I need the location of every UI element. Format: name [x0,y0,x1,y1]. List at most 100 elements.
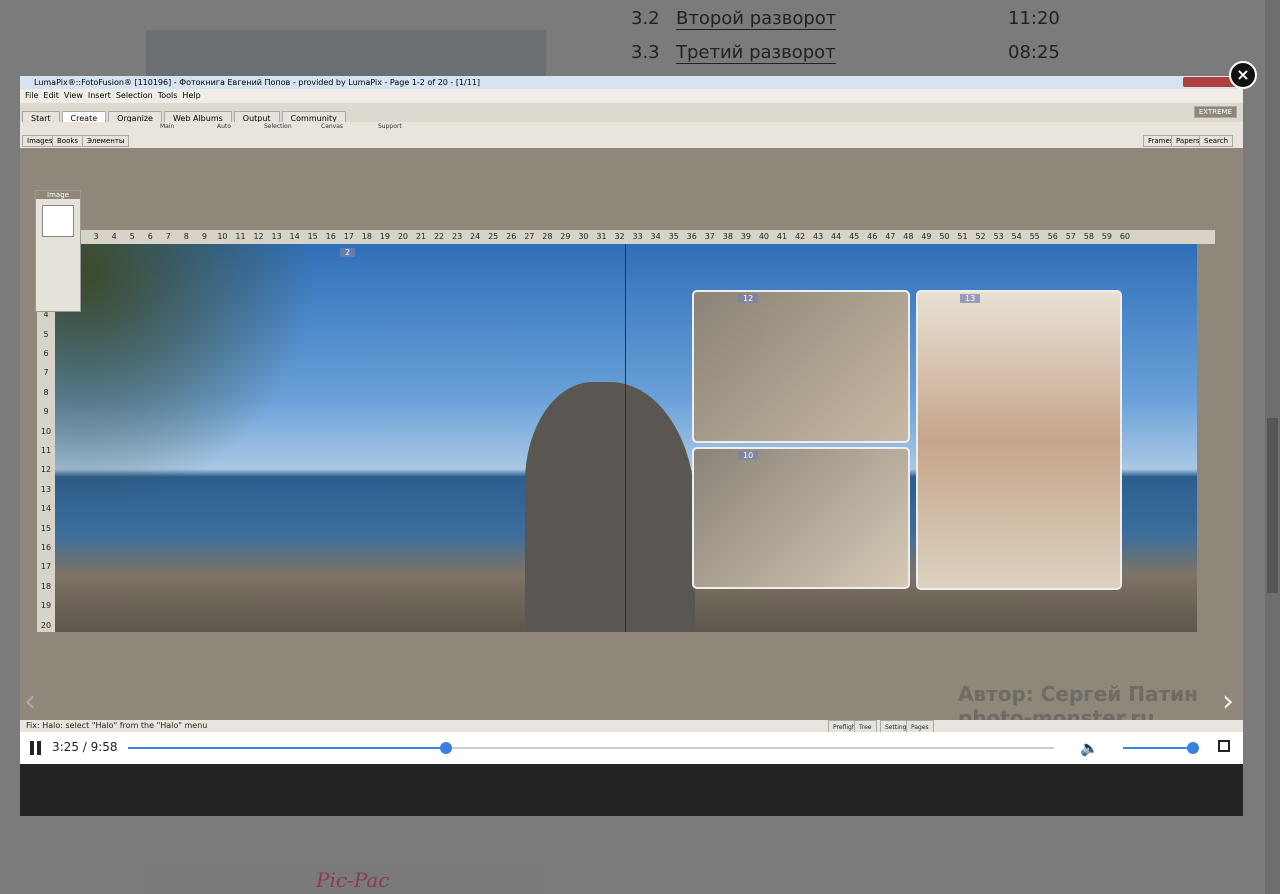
window-title: LumaPix®::FotoFusion® [110196] - Фотокни… [34,78,481,87]
ruler-label: 8 [43,387,49,397]
lesson-title[interactable]: Третий разворот [676,42,836,64]
subtab[interactable]: Books [52,135,84,147]
prev-arrow[interactable]: ‹ [24,684,36,719]
tool-group: Auto [217,123,231,130]
ruler-label: 29 [560,232,571,241]
lightbox: LumaPix®::FotoFusion® [110196] - Фотокни… [20,76,1243,816]
tab-bar: Start Create Organize Web Albums Output Commu… [20,103,1243,126]
frame-label: 12 [738,294,759,303]
ruler-label: 16 [325,232,336,241]
lesson-number: 3.2 [631,8,660,29]
ruler-label: 24 [470,232,481,241]
lesson-title[interactable]: Второй разворот [676,8,837,30]
right-tab[interactable]: Search [1199,135,1234,147]
menu-item[interactable]: Edit [43,91,59,100]
logo: Pic-Pac [316,868,390,892]
ruler-label: 19 [379,232,390,241]
ruler-label: 11 [40,446,52,455]
ruler-label: 56 [1047,232,1058,241]
palm [55,244,355,544]
photo-frame [692,290,910,443]
ruler-label: 10 [40,426,52,436]
progress-track[interactable] [128,742,1054,754]
ruler-label: 30 [578,232,589,241]
ruler-label: 47 [885,232,896,241]
image-panel: Image [35,190,81,312]
ruler-label: 37 [704,232,715,241]
ruler-label: 45 [849,232,860,241]
photo-frame [692,447,910,589]
subtab[interactable]: Элементы [82,135,130,147]
ruler-label: 9 [201,232,207,241]
ruler-label: 35 [668,232,679,241]
frame-label: 13 [960,294,981,303]
ruler-label: 4 [43,310,49,320]
pause-button[interactable] [30,741,34,755]
ruler-label: 6 [43,349,49,358]
lesson-duration: 08:25 [1008,42,1060,63]
volume-button[interactable]: 🔈 [1080,739,1099,757]
ruler-label: 12 [253,232,264,241]
toolbar: Images Books Элементы Main Auto Selection Canv… [20,122,1243,148]
ruler-label: 50 [939,232,950,241]
ruler-label: 38 [722,232,733,241]
menu-item[interactable]: Help [182,91,201,100]
volume-slider[interactable] [1123,742,1199,754]
ruler-label: 52 [975,232,986,241]
menu-item[interactable]: Tools [157,91,178,100]
ruler-label: 4 [111,232,117,241]
ruler-label: 15 [40,523,52,533]
ruler-label: 6 [147,232,153,241]
menu-item[interactable]: Insert [87,91,111,100]
status-bar: Fix: Halo: select "Halo" from the "Halo"… [20,720,1243,736]
ruler-label: 39 [740,232,751,241]
tool-group: Support [378,123,402,130]
menu-item[interactable]: Selection [115,91,153,100]
tool-group: Canvas [321,123,344,130]
rock [525,382,695,632]
scrollbar[interactable] [1265,0,1280,894]
menu-item[interactable]: File [25,91,39,100]
ruler-label: 34 [650,232,661,241]
ruler-label: 59 [1101,232,1112,241]
ruler-label: 20 [397,232,409,241]
ruler-label: 25 [488,232,499,241]
ruler-label: 22 [433,232,445,241]
ruler-label: 14 [289,232,300,241]
ruler-label: 18 [361,232,372,241]
ruler-label: 53 [993,232,1004,241]
next-arrow[interactable]: › [1222,684,1234,719]
time: 3:25 / 9:58 [52,740,118,754]
subtab[interactable]: Images [22,135,58,147]
ruler-label: 3 [93,232,99,241]
spread-photo: 2 12 13 10 [55,244,1197,632]
ruler-label: 33 [632,232,643,241]
close-button[interactable]: × [1229,61,1257,89]
ruler-label: 7 [165,232,171,241]
ruler-label: 49 [921,232,932,241]
fullscreen-button[interactable] [1218,740,1230,752]
ruler-label: 58 [1083,232,1094,241]
ruler-label: 27 [524,232,535,241]
ruler-label: 13 [271,232,282,241]
right-tab[interactable]: Frames [1143,135,1179,147]
ruler-label: 10 [217,232,228,241]
ruler-label: 14 [40,504,52,514]
ruler-left: 1234567891011121314151617181920 [37,244,55,632]
ruler-label: 13 [40,484,52,494]
ruler-label: 15 [307,232,318,241]
photo-frame [916,290,1122,590]
ruler-label: 12 [40,465,52,475]
frame-label: 10 [738,451,759,460]
ruler-label: 5 [43,329,49,339]
ruler-top: 1234567891011121314151617181920212223242… [55,230,1215,244]
ruler-label: 23 [452,232,463,241]
canvas: 1234567891011121314151617181920212223242… [20,148,1243,730]
ruler-label: 21 [415,232,427,241]
ruler-label: 5 [129,232,135,241]
player-bar: 3:25 / 9:58 🔈 [20,732,1243,764]
title-bar: LumaPix®::FotoFusion® [110196] - Фотокни… [20,76,1243,89]
menu-item[interactable]: View [63,91,83,100]
ruler-label: 46 [867,232,878,241]
ruler-label: 51 [957,232,968,241]
